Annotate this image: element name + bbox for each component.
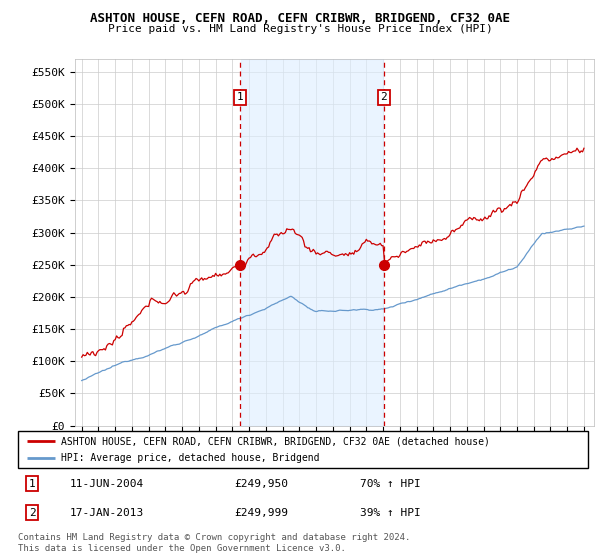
Text: Price paid vs. HM Land Registry's House Price Index (HPI): Price paid vs. HM Land Registry's House … [107,24,493,34]
Text: £249,999: £249,999 [235,508,289,518]
Text: £249,950: £249,950 [235,479,289,489]
Text: 2: 2 [29,508,35,518]
Text: 11-JUN-2004: 11-JUN-2004 [70,479,143,489]
Text: 2: 2 [380,92,387,102]
Text: ASHTON HOUSE, CEFN ROAD, CEFN CRIBWR, BRIDGEND, CF32 0AE (detached house): ASHTON HOUSE, CEFN ROAD, CEFN CRIBWR, BR… [61,436,490,446]
FancyBboxPatch shape [18,431,588,468]
Text: ASHTON HOUSE, CEFN ROAD, CEFN CRIBWR, BRIDGEND, CF32 0AE: ASHTON HOUSE, CEFN ROAD, CEFN CRIBWR, BR… [90,12,510,25]
Text: 39% ↑ HPI: 39% ↑ HPI [360,508,421,518]
Text: 17-JAN-2013: 17-JAN-2013 [70,508,143,518]
Text: HPI: Average price, detached house, Bridgend: HPI: Average price, detached house, Brid… [61,453,319,463]
Text: 1: 1 [29,479,35,489]
Text: 70% ↑ HPI: 70% ↑ HPI [360,479,421,489]
Text: 1: 1 [236,92,243,102]
Text: Contains HM Land Registry data © Crown copyright and database right 2024.
This d: Contains HM Land Registry data © Crown c… [18,533,410,553]
